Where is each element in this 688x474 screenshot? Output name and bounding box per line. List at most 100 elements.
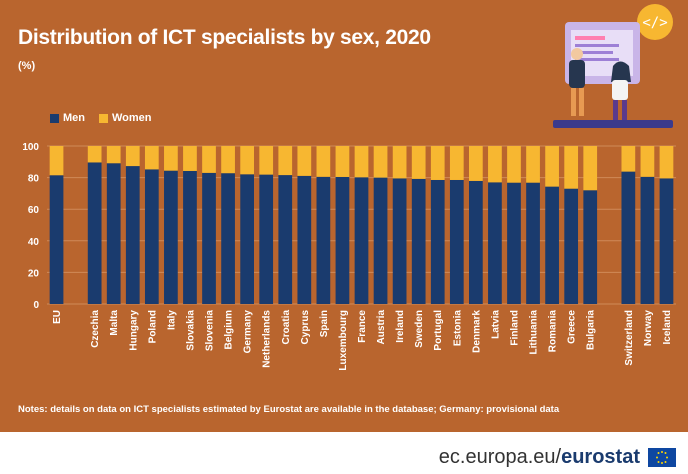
- bar-women-poland: [144, 146, 159, 170]
- x-tick-label: Luxembourg: [338, 310, 349, 371]
- svg-text:</>: </>: [642, 15, 667, 31]
- ict-specialists-illustration: </>: [553, 4, 673, 128]
- legend-swatch-men: [50, 113, 59, 123]
- bar-chart: 0 20 40 60 80 100 EU Czechia Malta Hungary Poland…: [22, 142, 676, 371]
- x-axis-labels: EU Czechia Malta Hungary Poland Italy Slovakia…: [52, 310, 673, 371]
- bar-women-germany: [240, 146, 254, 175]
- bar-women-iceland: [659, 146, 674, 179]
- source-brand: eurostat: [561, 446, 640, 468]
- bar-women-romania: [545, 146, 559, 187]
- bar-men-slovenia: [202, 172, 216, 304]
- x-tick-label: Hungary: [128, 310, 139, 351]
- bar-men-croatia: [278, 175, 293, 304]
- bar-men-portugal: [430, 179, 445, 304]
- bar-women-bulgaria: [583, 146, 598, 191]
- legend-label-women: Women: [112, 112, 152, 124]
- y-tick-label: 100: [22, 142, 39, 153]
- bar-women-latvia: [488, 146, 502, 183]
- bar-men-germany: [240, 174, 254, 304]
- bar-men-romania: [545, 186, 559, 304]
- bar-women-croatia: [278, 146, 293, 176]
- bar-women-norway: [640, 146, 655, 177]
- legend-label-men: Men: [63, 112, 85, 124]
- x-tick-label: Italy: [166, 310, 177, 330]
- bar-men-austria: [373, 177, 388, 304]
- source-link[interactable]: ec.europa.eu/eurostat: [439, 446, 640, 469]
- bar-men-norway: [640, 176, 655, 304]
- bar-women-luxembourg: [335, 146, 350, 177]
- bar-women-sweden: [411, 146, 426, 179]
- bar-men-spain: [316, 176, 331, 304]
- legend-item-men: Men: [50, 112, 85, 124]
- x-tick-label: Finland: [509, 310, 520, 346]
- x-tick-label: Switzerland: [624, 310, 635, 366]
- bar-men-sweden: [411, 178, 426, 304]
- bars: [49, 146, 674, 304]
- source-site: ec.europa.eu/: [438, 446, 562, 468]
- unit-label: (%): [18, 60, 36, 72]
- bar-women-eu: [49, 146, 64, 176]
- bar-women-lithuania: [526, 146, 540, 183]
- bar-men-hungary: [125, 166, 140, 304]
- bar-men-iceland: [659, 178, 674, 304]
- bar-women-ireland: [392, 146, 407, 179]
- bar-women-denmark: [469, 146, 483, 181]
- x-tick-label: Poland: [147, 310, 158, 343]
- bar-men-finland: [507, 182, 521, 304]
- bar-men-bulgaria: [583, 190, 598, 304]
- x-tick-label: Belgium: [224, 310, 235, 350]
- chart-title: Distribution of ICT specialists by sex, …: [18, 26, 431, 49]
- bar-men-czechia: [87, 162, 102, 304]
- bar-men-cyprus: [297, 175, 312, 304]
- y-tick-label: 80: [28, 174, 40, 185]
- legend-swatch-women: [99, 113, 108, 123]
- legend: Men Women: [50, 112, 152, 124]
- x-tick-label: Spain: [319, 310, 330, 337]
- bar-men-ireland: [392, 178, 407, 304]
- bar-men-eu: [49, 175, 64, 304]
- x-tick-label: EU: [52, 310, 63, 324]
- bar-women-estonia: [449, 146, 464, 180]
- bar-men-greece: [564, 188, 579, 304]
- bar-women-spain: [316, 146, 331, 177]
- y-tick-label: 60: [28, 205, 40, 216]
- bar-women-hungary: [125, 146, 140, 167]
- legend-item-women: Women: [99, 112, 152, 124]
- bar-men-lithuania: [526, 182, 540, 304]
- y-tick-label: 20: [28, 268, 40, 279]
- bar-women-greece: [564, 146, 579, 189]
- x-tick-label: Austria: [376, 310, 387, 345]
- y-tick-label: 0: [33, 300, 39, 311]
- bar-men-switzerland: [621, 171, 636, 304]
- x-tick-label: Romania: [548, 310, 559, 353]
- x-tick-label: Czechia: [90, 310, 101, 348]
- x-tick-label: Estonia: [452, 310, 463, 347]
- bar-men-estonia: [449, 179, 464, 304]
- bar-men-belgium: [221, 173, 235, 304]
- bar-men-netherlands: [259, 174, 274, 304]
- bar-women-malta: [106, 146, 121, 164]
- x-tick-label: Slovakia: [185, 310, 196, 351]
- bar-women-czechia: [87, 146, 102, 163]
- bar-women-belgium: [221, 146, 235, 174]
- bar-men-latvia: [488, 182, 502, 304]
- bar-women-austria: [373, 146, 388, 178]
- bar-men-luxembourg: [335, 176, 350, 304]
- x-tick-label: Cyprus: [300, 310, 311, 345]
- x-tick-label: Croatia: [281, 310, 292, 345]
- x-tick-label: Portugal: [433, 310, 444, 351]
- x-tick-label: Lithuania: [529, 310, 540, 355]
- x-tick-label: Iceland: [662, 310, 673, 344]
- y-tick-label: 40: [28, 237, 40, 248]
- footer: [0, 432, 688, 474]
- x-tick-label: Malta: [109, 310, 120, 336]
- x-tick-label: Norway: [643, 310, 654, 347]
- y-axis-ticks: 0 20 40 60 80 100: [22, 142, 39, 311]
- bar-women-slovakia: [183, 146, 197, 171]
- bar-men-poland: [144, 169, 159, 304]
- bar-women-finland: [507, 146, 521, 183]
- x-tick-label: Greece: [567, 310, 578, 344]
- bar-women-france: [354, 146, 369, 178]
- bar-women-slovenia: [202, 146, 216, 173]
- bar-women-portugal: [430, 146, 445, 180]
